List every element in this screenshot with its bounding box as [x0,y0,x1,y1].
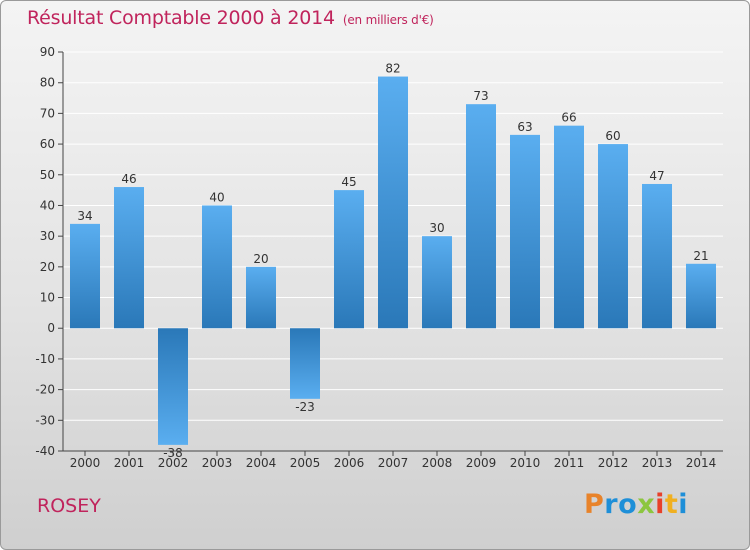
y-tick-label: 0 [47,321,55,335]
bar-2011 [554,125,584,329]
data-label-2004: 20 [253,252,268,266]
data-label-2013: 47 [649,169,664,183]
logo-letter: P [584,489,605,520]
bar-2002 [158,328,188,445]
x-tick-label-2000: 2000 [70,456,101,470]
x-tick-label-2005: 2005 [290,456,321,470]
bar-2010 [510,134,540,329]
x-tick-label-2010: 2010 [510,456,541,470]
title-text: Résultat Comptable 2000 à 2014 [27,7,335,29]
data-label-2000: 34 [77,209,92,223]
x-tick-label-2008: 2008 [422,456,453,470]
data-label-2005: -23 [295,400,315,414]
y-tick-label: 80 [40,76,55,90]
logo-letter: t [664,489,679,520]
logo-letter: i [678,489,689,520]
y-tick-label: 70 [40,106,55,120]
chart-title: Résultat Comptable 2000 à 2014 (en millie… [27,7,434,29]
y-tick-label: -20 [35,383,55,397]
logo-letter: i [655,489,665,520]
y-tick-label: 60 [40,137,55,151]
logo-letter: r [604,489,619,520]
bar-2003 [202,205,232,329]
x-tick-label-2012: 2012 [598,456,629,470]
logo-letter: o [618,489,638,520]
y-axis-ticks: 90 80 70 60 50 40 30 20 10 0 -10 -20 -30 -40 [35,45,63,458]
bar-2004 [246,266,276,329]
data-label-2003: 40 [209,190,224,204]
data-label-2007: 82 [385,62,400,76]
bar-2009 [466,104,496,329]
bar-2006 [334,190,364,329]
y-tick-label: -30 [35,413,55,427]
x-tick-label-2013: 2013 [642,456,673,470]
bar-2013 [642,183,672,329]
bar-2007 [378,76,408,329]
x-tick-label-2003: 2003 [202,456,233,470]
data-label-2011: 66 [561,111,576,125]
x-axis-ticks: 2000 2001 2002 2003 2004 2005 2006 2007 2008 2009… [70,451,717,470]
bar-2012 [598,144,628,329]
y-tick-label: 50 [40,168,55,182]
data-label-2010: 63 [517,120,532,134]
x-tick-label-2014: 2014 [686,456,717,470]
data-label-2006: 45 [341,175,356,189]
y-tick-label: 30 [40,229,55,243]
data-label-2012: 60 [605,129,620,143]
x-tick-label-2007: 2007 [378,456,409,470]
logo-letter: x [637,489,656,520]
proxiti-logo: Proxiti [584,489,688,520]
y-tick-label: 10 [40,291,55,305]
data-label-2001: 46 [121,172,136,186]
x-tick-label-2001: 2001 [114,456,145,470]
title-unit: (en milliers d'€) [342,13,434,27]
x-tick-label-2004: 2004 [246,456,277,470]
x-tick-label-2006: 2006 [334,456,365,470]
bars [70,76,716,445]
data-label-2008: 30 [429,221,444,235]
bar-2005 [290,328,320,399]
bar-2001 [114,187,144,329]
bar-2014 [686,263,716,329]
y-tick-label: -40 [35,444,55,458]
bar-2000 [70,223,100,329]
y-tick-label: 20 [40,260,55,274]
y-tick-label: -10 [35,352,55,366]
data-label-2009: 73 [473,89,488,103]
y-tick-label: 40 [40,198,55,212]
x-tick-label-2009: 2009 [466,456,497,470]
bar-2008 [422,236,452,329]
commune-name: ROSEY [37,495,101,517]
data-label-2014: 21 [693,249,708,263]
x-tick-label-2011: 2011 [554,456,585,470]
x-tick-label-2002: 2002 [158,456,189,470]
y-tick-label: 90 [40,45,55,59]
